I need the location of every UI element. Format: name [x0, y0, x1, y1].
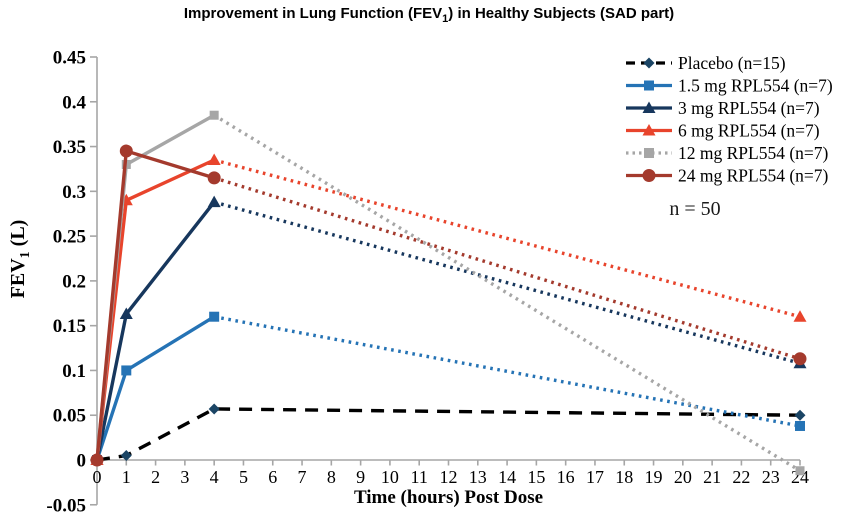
x-tick-label: 4	[210, 467, 219, 487]
x-tick-label: 19	[645, 467, 663, 487]
square-marker-icon	[209, 110, 219, 120]
x-tick-label: 14	[498, 467, 516, 487]
series-placebo-n-15-	[91, 403, 806, 466]
x-tick-label: 18	[615, 467, 633, 487]
x-tick-label: 11	[411, 467, 428, 487]
x-tick-label: 8	[327, 467, 336, 487]
triangle-marker-icon	[207, 195, 221, 208]
x-tick-label: 7	[298, 467, 307, 487]
series-1.5-mg-rpl554-n-7-	[92, 311, 805, 465]
circle-marker-icon	[793, 352, 807, 366]
x-tick-label: 23	[762, 467, 780, 487]
legend: Placebo (n=15) 1.5 mg RPL554 (n=7)3 mg RP…	[626, 53, 833, 186]
y-tick-label: -0.05	[46, 495, 86, 516]
series-line-dotted	[213, 113, 801, 473]
x-tick-label: 12	[440, 467, 458, 487]
triangle-marker-icon	[207, 153, 221, 165]
diamond-marker-icon	[120, 450, 132, 462]
legend-label: 12 mg RPL554 (n=7)	[678, 143, 829, 163]
series-line-dotted	[213, 158, 801, 319]
square-marker-icon	[644, 80, 654, 91]
x-tick-label: 0	[93, 467, 102, 487]
x-tick-label: 22	[732, 467, 750, 487]
x-tick-label: 15	[527, 467, 545, 487]
y-tick-label: 0.35	[53, 137, 86, 158]
chart-title: Improvement in Lung Function (FEV1) in H…	[0, 5, 858, 25]
x-tick-label: 5	[239, 467, 248, 487]
sample-size-annotation: n = 50	[669, 198, 721, 220]
x-tick-label: 16	[557, 467, 575, 487]
x-tick-label: 17	[586, 467, 604, 487]
x-tick-label: 13	[469, 467, 487, 487]
square-marker-icon	[795, 420, 805, 431]
legend-label: 24 mg RPL554 (n=7)	[678, 166, 829, 186]
square-marker-icon	[209, 311, 220, 322]
triangle-marker-icon	[642, 101, 656, 113]
y-tick-label: 0.2	[62, 271, 86, 292]
y-tick-label: 0.05	[53, 406, 86, 427]
chart-title-suffix: ) in Healthy Subjects (SAD part)	[448, 5, 675, 22]
y-tick-label: 0.15	[53, 316, 86, 337]
series-24-mg-rpl554-n-7-	[90, 144, 807, 467]
series-3-mg-rpl554-n-7-	[90, 195, 807, 465]
series-line-dotted	[213, 200, 801, 365]
square-marker-icon	[644, 148, 654, 158]
circle-marker-icon	[90, 453, 104, 467]
x-tick-label: 3	[180, 467, 189, 487]
legend-item: Placebo (n=15)	[626, 53, 786, 73]
y-tick-label: 0.4	[62, 92, 86, 113]
triangle-marker-icon	[642, 124, 656, 136]
diamond-marker-icon	[208, 403, 220, 415]
x-axis-title: Time (hours) Post Dose	[353, 487, 544, 508]
series-line-solid	[95, 158, 215, 461]
x-tick-label: 1	[122, 467, 131, 487]
triangle-marker-icon	[119, 307, 133, 320]
y-tick-label: 0	[77, 451, 87, 472]
chart-title-subscript: 1	[442, 13, 449, 25]
x-tick-label: 2	[151, 467, 160, 487]
legend-label: 1.5 mg RPL554 (n=7)	[678, 76, 833, 96]
legend-item: 1.5 mg RPL554 (n=7)	[626, 76, 833, 96]
square-marker-icon	[795, 466, 805, 476]
series-line	[96, 407, 801, 462]
y-tick-label: 0.25	[53, 227, 86, 248]
legend-label: Placebo (n=15)	[678, 53, 786, 73]
x-tick-label: 21	[703, 467, 721, 487]
legend-item: 3 mg RPL554 (n=7)	[626, 98, 820, 118]
chart-title-prefix: Improvement in Lung Function (FEV	[183, 5, 443, 22]
y-tick-label: 0.3	[62, 182, 86, 203]
series-line-dotted	[213, 176, 801, 361]
legend-item: 24 mg RPL554 (n=7)	[626, 166, 829, 186]
series-line-dotted	[213, 315, 801, 428]
y-tick-label: 0.1	[62, 361, 86, 382]
legend-label: 3 mg RPL554 (n=7)	[678, 98, 820, 118]
series-line-solid	[95, 315, 216, 461]
x-tick-label: 6	[268, 467, 277, 487]
legend-item: 12 mg RPL554 (n=7)	[626, 143, 829, 163]
circle-marker-icon	[642, 169, 656, 182]
x-tick-label: 10	[381, 467, 399, 487]
circle-marker-icon	[207, 171, 221, 185]
diamond-marker-icon	[643, 57, 655, 69]
legend-item: 6 mg RPL554 (n=7)	[626, 121, 820, 141]
square-marker-icon	[121, 365, 132, 376]
diamond-marker-icon	[794, 409, 806, 421]
x-tick-label: 9	[356, 467, 365, 487]
triangle-marker-icon	[793, 310, 807, 322]
legend-label: 6 mg RPL554 (n=7)	[678, 121, 820, 141]
circle-marker-icon	[119, 144, 133, 158]
y-tick-label: 0.45	[53, 48, 86, 69]
x-tick-label: 20	[674, 467, 692, 487]
series-line-solid	[95, 201, 216, 461]
